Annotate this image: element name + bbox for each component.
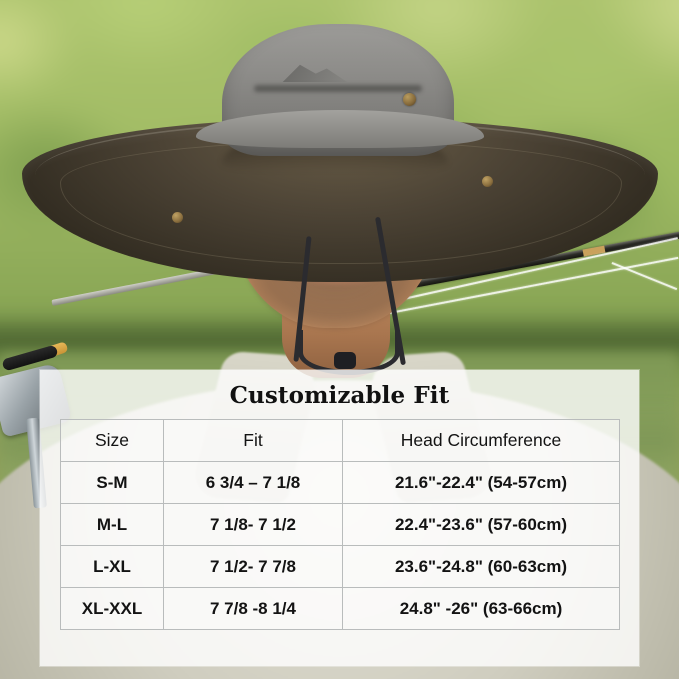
size-chart-table: Size Fit Head Circumference S-M 6 3/4 – … [60,419,620,630]
cell-size: M-L [60,503,164,546]
column-header-fit: Fit [163,419,343,462]
chin-cord-lock [334,352,356,369]
cell-head-circumference: 24.8" -26" (63-66cm) [342,587,620,630]
cell-fit: 7 1/8- 7 1/2 [163,503,343,546]
table-row: XL-XXL 7 7/8 -8 1/4 24.8" -26" (63-66cm) [60,587,620,630]
cell-head-circumference: 21.6"-22.4" (54-57cm) [342,461,620,504]
cell-fit: 7 1/2- 7 7/8 [163,545,343,588]
table-row: M-L 7 1/8- 7 1/2 22.4"-23.6" (57-60cm) [60,503,620,546]
column-header-size: Size [60,419,164,462]
hat-crown-base [196,110,484,148]
hat-rivet-right-icon [482,176,493,187]
hat-vent-grommet-icon [402,92,416,106]
table-header-row: Size Fit Head Circumference [60,419,620,462]
cell-head-circumference: 23.6"-24.8" (60-63cm) [342,545,620,588]
table-row: S-M 6 3/4 – 7 1/8 21.6"-22.4" (54-57cm) [60,461,620,504]
hat-crown-crease [254,84,422,92]
cell-fit: 7 7/8 -8 1/4 [163,587,343,630]
hat-logo-icon [282,64,348,83]
cell-fit: 6 3/4 – 7 1/8 [163,461,343,504]
column-header-head-circumference: Head Circumference [342,419,620,462]
cell-head-circumference: 22.4"-23.6" (57-60cm) [342,503,620,546]
table-row: L-XL 7 1/2- 7 7/8 23.6"-24.8" (60-63cm) [60,545,620,588]
size-chart-panel: Customizable Fit Size Fit Head Circumfer… [40,370,639,666]
cell-size: XL-XXL [60,587,164,630]
cell-size: L-XL [60,545,164,588]
page-title: Customizable Fit [229,382,450,409]
cell-size: S-M [60,461,164,504]
hat-rivet-left-icon [172,212,183,223]
